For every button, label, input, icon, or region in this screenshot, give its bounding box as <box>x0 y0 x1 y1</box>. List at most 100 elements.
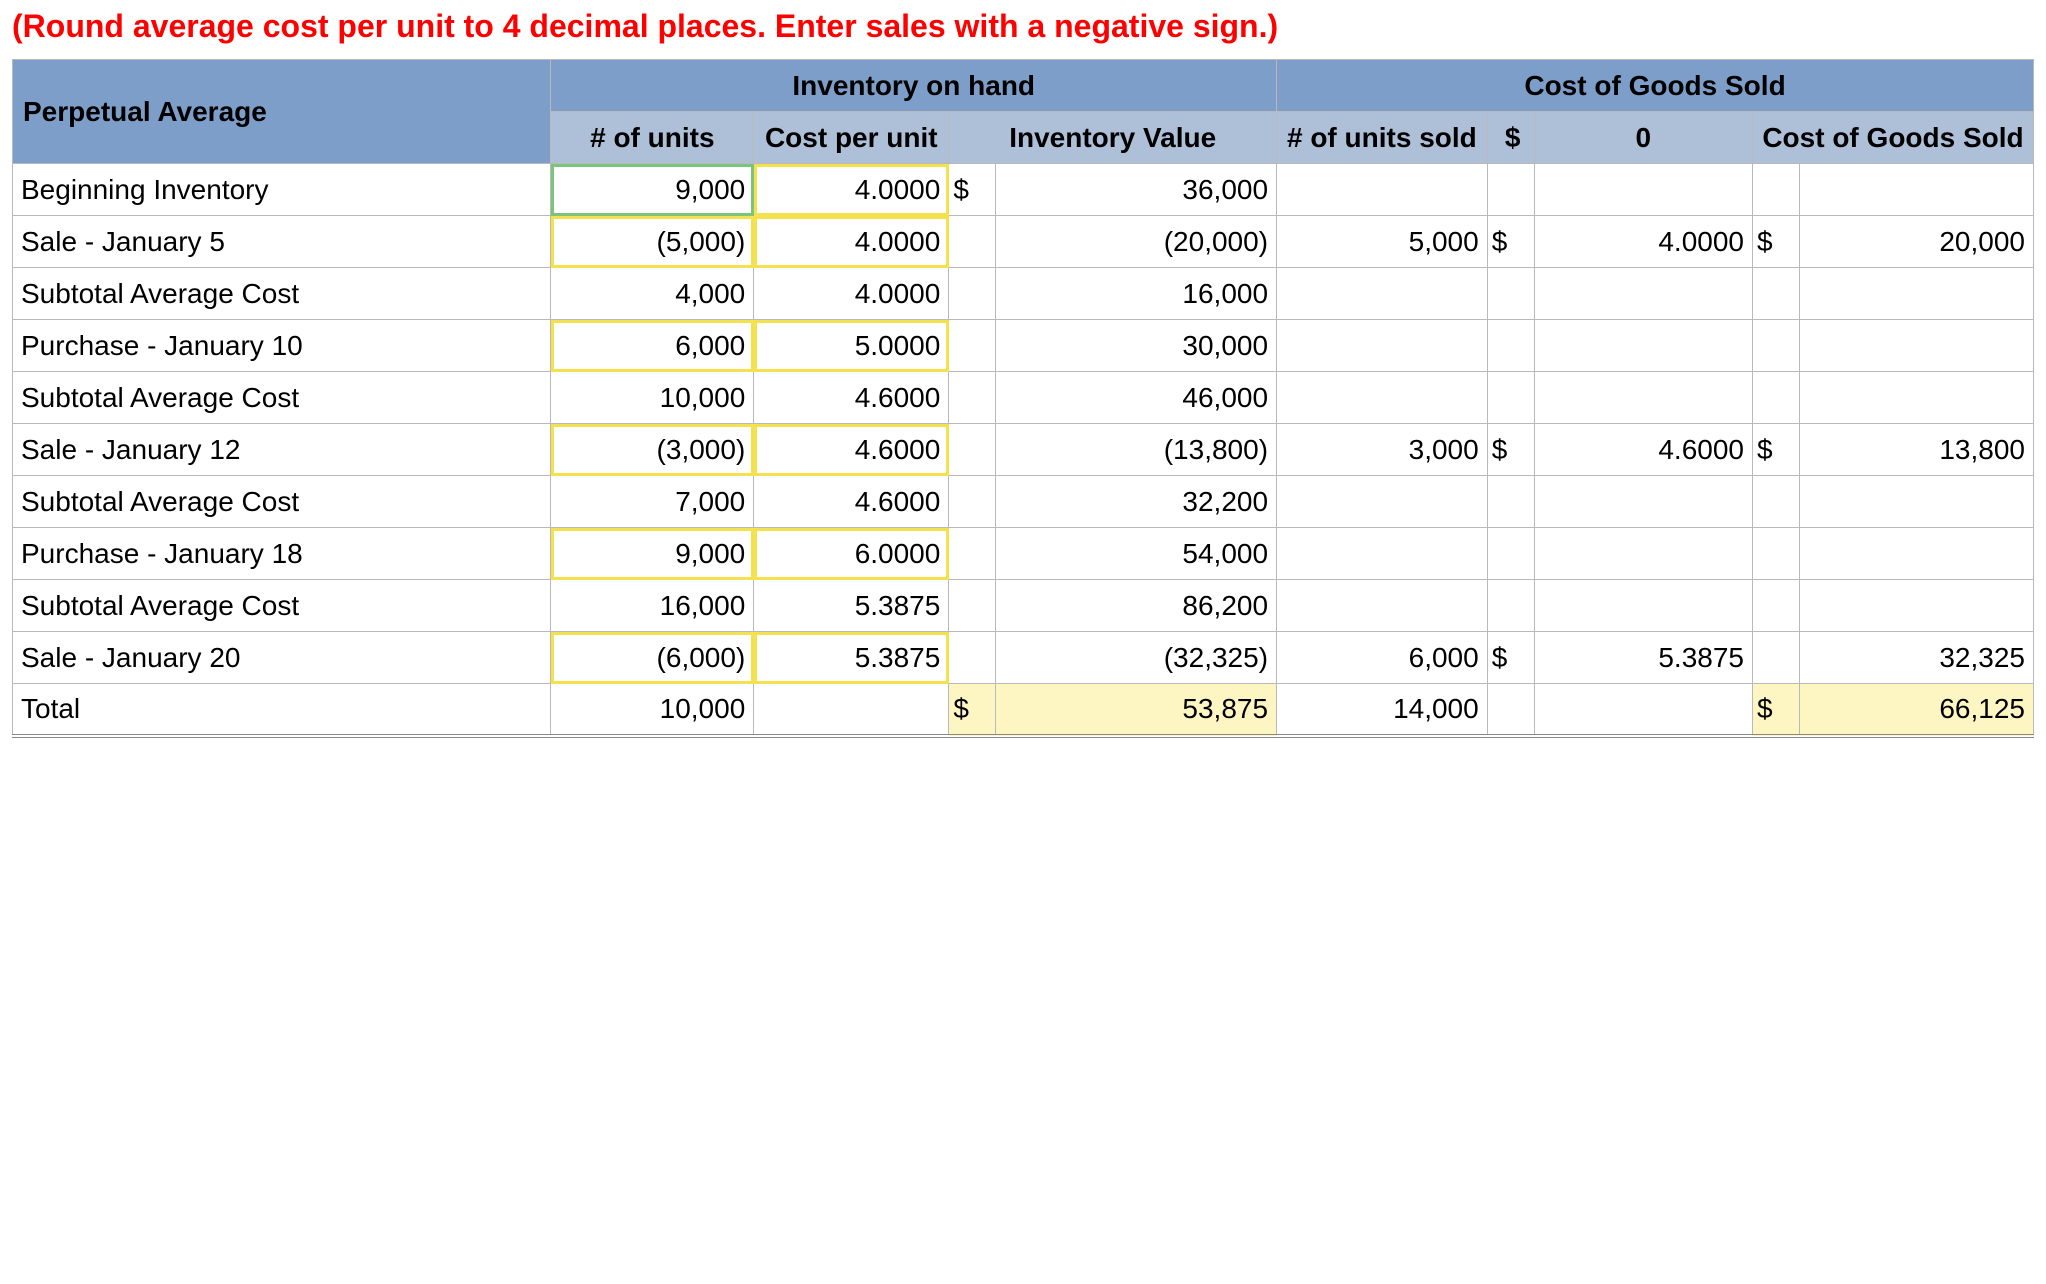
row-label: Purchase - January 10 <box>13 320 551 372</box>
cell-inventory-value: 86,200 <box>996 580 1277 632</box>
cell-cogs-sym <box>1752 528 1799 580</box>
cell-cogs-sym <box>1752 320 1799 372</box>
cell-units-sold <box>1277 372 1488 424</box>
cell-rate: 4.0000 <box>1534 216 1752 268</box>
total-cogs: 66,125 <box>1799 684 2033 736</box>
row-label: Subtotal Average Cost <box>13 476 551 528</box>
cell-rate <box>1534 268 1752 320</box>
cell-units-sold <box>1277 268 1488 320</box>
table-row: Subtotal Average Cost10,0004.600046,000 <box>13 372 2034 424</box>
cell-rate-sym: $ <box>1487 424 1534 476</box>
total-units-sold: 14,000 <box>1277 684 1488 736</box>
row-label: Sale - January 5 <box>13 216 551 268</box>
row-label: Subtotal Average Cost <box>13 372 551 424</box>
cell-inventory-value: (20,000) <box>996 216 1277 268</box>
table-row: Subtotal Average Cost16,0005.3875 86,200 <box>13 580 2034 632</box>
header-group-cogs: Cost of Goods Sold <box>1277 60 2034 112</box>
total-cogs-sym: $ <box>1752 684 1799 736</box>
header-rate-val: 0 <box>1534 112 1752 164</box>
cell-units-sold: 3,000 <box>1277 424 1488 476</box>
cell-units[interactable]: 7,000 <box>551 476 754 528</box>
cell-units[interactable]: (5,000) <box>551 216 754 268</box>
cell-units[interactable]: 9,000 <box>551 164 754 216</box>
row-label: Sale - January 20 <box>13 632 551 684</box>
table-row: Sale - January 12(3,000)4.6000(13,800)3,… <box>13 424 2034 476</box>
cell-cost-per-unit[interactable]: 6.0000 <box>754 528 949 580</box>
cell-cogs: 13,800 <box>1799 424 2033 476</box>
header-cogs: Cost of Goods Sold <box>1752 112 2033 164</box>
cell-cogs <box>1799 528 2033 580</box>
cell-cogs-sym <box>1752 164 1799 216</box>
header-inventory-value: Inventory Value <box>949 112 1277 164</box>
cell-rate-sym <box>1487 164 1534 216</box>
cell-rate: 4.6000 <box>1534 424 1752 476</box>
cell-units[interactable]: 4,000 <box>551 268 754 320</box>
cell-units[interactable]: (3,000) <box>551 424 754 476</box>
cell-cogs-sym: $ <box>1752 216 1799 268</box>
cell-cost-per-unit[interactable]: 4.6000 <box>754 372 949 424</box>
row-label: Sale - January 12 <box>13 424 551 476</box>
header-units-sold: # of units sold <box>1277 112 1488 164</box>
cell-cogs <box>1799 320 2033 372</box>
table-row: Sale - January 5(5,000)4.0000(20,000)5,0… <box>13 216 2034 268</box>
cell-cogs-sym <box>1752 580 1799 632</box>
cell-rate <box>1534 476 1752 528</box>
header-group-inventory: Inventory on hand <box>551 60 1277 112</box>
cell-cogs <box>1799 580 2033 632</box>
cell-cogs <box>1799 164 2033 216</box>
cell-units-sold <box>1277 528 1488 580</box>
cell-cogs-sym <box>1752 268 1799 320</box>
cell-units[interactable]: (6,000) <box>551 632 754 684</box>
cell-units[interactable]: 6,000 <box>551 320 754 372</box>
cell-inventory-value: 32,200 <box>996 476 1277 528</box>
cell-cost-per-unit[interactable]: 5.0000 <box>754 320 949 372</box>
total-label: Total <box>13 684 551 736</box>
cell-cost-per-unit[interactable]: 4.0000 <box>754 268 949 320</box>
cell-inv-sym <box>949 268 996 320</box>
cell-rate <box>1534 320 1752 372</box>
cell-rate-sym: $ <box>1487 216 1534 268</box>
row-label: Subtotal Average Cost <box>13 580 551 632</box>
cell-cost-per-unit[interactable]: 5.3875 <box>754 632 949 684</box>
cell-rate-sym <box>1487 372 1534 424</box>
cell-cogs-sym <box>1752 372 1799 424</box>
instruction-text: (Round average cost per unit to 4 decima… <box>12 8 2034 45</box>
cell-inventory-value: 30,000 <box>996 320 1277 372</box>
total-rate <box>1534 684 1752 736</box>
cell-cost-per-unit[interactable]: 4.0000 <box>754 164 949 216</box>
row-label: Subtotal Average Cost <box>13 268 551 320</box>
cell-units-sold: 6,000 <box>1277 632 1488 684</box>
total-units: 10,000 <box>551 684 754 736</box>
cell-units[interactable]: 10,000 <box>551 372 754 424</box>
cell-cogs-sym <box>1752 632 1799 684</box>
header-row-title: Perpetual Average <box>13 60 551 164</box>
table-row: Sale - January 20(6,000)5.3875(32,325)6,… <box>13 632 2034 684</box>
cell-rate <box>1534 372 1752 424</box>
cell-cogs <box>1799 268 2033 320</box>
cell-units[interactable]: 9,000 <box>551 528 754 580</box>
cell-rate-sym <box>1487 320 1534 372</box>
cell-rate: 5.3875 <box>1534 632 1752 684</box>
cell-inv-sym <box>949 632 996 684</box>
cell-inv-sym <box>949 476 996 528</box>
row-label: Purchase - January 18 <box>13 528 551 580</box>
total-rate-sym <box>1487 684 1534 736</box>
cell-rate <box>1534 580 1752 632</box>
total-inv-sym: $ <box>949 684 996 736</box>
total-inventory-value: 53,875 <box>996 684 1277 736</box>
row-label: Beginning Inventory <box>13 164 551 216</box>
total-cpu <box>754 684 949 736</box>
cell-cost-per-unit[interactable]: 4.6000 <box>754 476 949 528</box>
cell-cost-per-unit[interactable]: 4.6000 <box>754 424 949 476</box>
cell-units[interactable]: 16,000 <box>551 580 754 632</box>
header-rate-sym: $ <box>1487 112 1534 164</box>
cell-inv-sym <box>949 216 996 268</box>
cell-inv-sym <box>949 424 996 476</box>
cell-cost-per-unit[interactable]: 4.0000 <box>754 216 949 268</box>
cell-cogs-sym: $ <box>1752 424 1799 476</box>
cell-cogs: 32,325 <box>1799 632 2033 684</box>
table-row: Subtotal Average Cost7,0004.6000 32,200 <box>13 476 2034 528</box>
cell-cost-per-unit[interactable]: 5.3875 <box>754 580 949 632</box>
header-units: # of units <box>551 112 754 164</box>
cell-rate-sym <box>1487 580 1534 632</box>
